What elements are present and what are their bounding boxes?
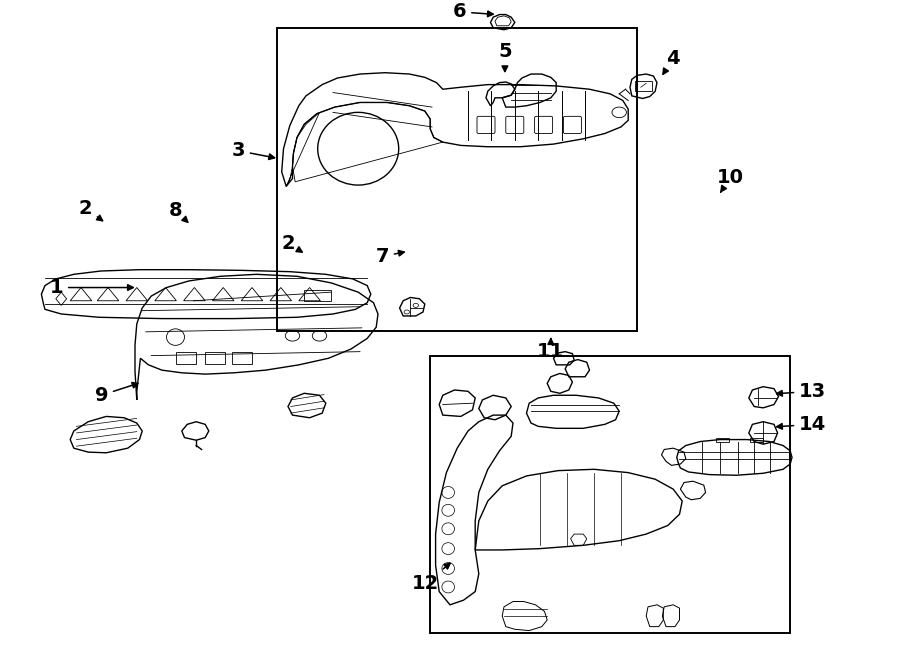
- Text: 3: 3: [231, 141, 274, 160]
- Text: 1: 1: [50, 278, 133, 297]
- Bar: [430, 356, 790, 633]
- Text: 8: 8: [168, 201, 188, 222]
- Text: 12: 12: [412, 563, 450, 592]
- Text: 2: 2: [78, 199, 103, 221]
- Text: 13: 13: [777, 382, 826, 401]
- Text: 5: 5: [498, 42, 512, 71]
- Text: 2: 2: [281, 234, 302, 253]
- Text: 4: 4: [663, 49, 680, 74]
- Bar: [277, 28, 637, 330]
- Text: 14: 14: [777, 415, 826, 434]
- Text: 6: 6: [453, 3, 493, 21]
- Text: 7: 7: [375, 247, 404, 266]
- Text: 10: 10: [717, 168, 744, 192]
- Text: 11: 11: [537, 338, 564, 361]
- Text: 9: 9: [94, 383, 138, 405]
